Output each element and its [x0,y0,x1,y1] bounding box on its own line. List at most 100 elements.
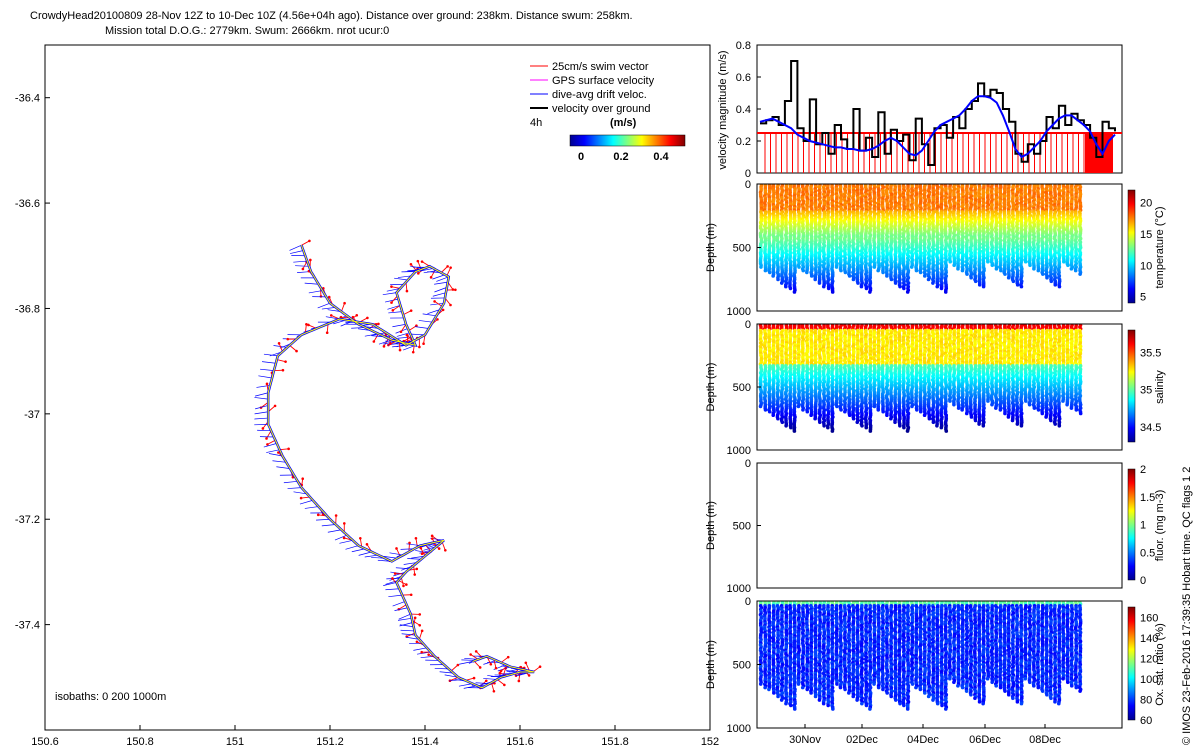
depth-tick-label: 0 [745,179,751,191]
legend-drift-label: dive-avg drift veloc. [552,89,647,101]
data-point [1061,259,1066,264]
data-point [1041,272,1045,276]
swim-vector-head [472,676,476,680]
swim-vector-head [444,548,447,552]
legend-time-label: 4h [530,117,542,129]
data-point [864,286,869,291]
swim-vector-head [478,666,482,669]
colorbar-tick-label: 20 [1140,198,1152,210]
swim-vector-head [409,309,413,312]
data-point [1073,268,1078,273]
swim-vector-head [281,368,285,372]
swim-vector-head [418,623,422,627]
data-point [1066,263,1070,268]
drift-vector [392,323,407,328]
drift-vector [263,353,278,357]
data-point [948,259,953,264]
drift-vector [418,320,433,323]
legend-vog-label: velocity over ground [552,103,650,115]
data-point [759,265,763,269]
data-point [805,270,809,275]
data-point [943,290,948,294]
data-point [868,290,872,294]
swim-vector-head [305,322,308,326]
data-point [990,263,995,268]
data-point [986,259,990,264]
data-point [758,404,763,409]
drift-vector [283,480,298,484]
drift-vector [397,617,412,621]
data-point [885,274,889,278]
data-point [1003,272,1007,276]
data-point [851,277,856,282]
data-point [1011,279,1016,284]
swim-vector-head [437,547,441,550]
drift-vector [317,302,331,309]
swim-vector [402,310,412,316]
data-point [856,281,860,285]
swim-vector [398,579,407,585]
drift-vector [397,275,412,278]
swim-vector-head [295,349,298,353]
drift-vector [308,290,323,294]
track-map-axes: 150.6 150.8 151 151.2 151.4 151.6 151.8 152 -36… [15,44,719,748]
drift-vector [272,460,287,463]
drift-vector [415,550,429,554]
swim-vector-head [484,679,488,683]
swim-vector [340,303,345,312]
swim-vector-head [287,447,290,451]
map-y-tick-label: -37.4 [15,620,40,632]
drift-vector [389,552,404,556]
drift-vector [388,311,403,314]
data-point [767,270,772,275]
drift-vector [287,487,302,489]
colorbar-tick-2: 0.4 [653,151,669,163]
depth-tick-label: 500 [733,243,751,255]
drift-vector [289,250,304,254]
drift-vector [400,629,415,632]
colorbar-tick-label: 5 [1140,292,1146,304]
swim-vector-head [329,314,333,317]
colorbar-tick-label: 15 [1140,229,1152,241]
swim-vector-head [398,348,402,352]
map-x-tick-label: 151 [226,736,244,748]
swim-vector-head [405,583,408,586]
drift-vector [439,671,454,674]
map-frame [44,44,711,731]
swim-vector-head [261,427,265,430]
swim-vector-head [414,536,418,540]
data-point [1028,263,1032,268]
swim-vector [391,295,398,303]
swim-vector-head [339,315,343,319]
drift-vector [351,548,366,553]
swim-vector-head [377,322,380,326]
drift-vector [434,281,448,285]
swim-vector-head [538,665,542,668]
colorbar [1127,189,1136,304]
drift-vector [413,647,427,651]
dive-avg-track-line [266,244,535,690]
data-point [1006,275,1011,280]
drift-vector [463,685,478,689]
data-point [763,408,768,412]
swim-vector-head [498,671,502,675]
drift-vector [276,466,291,469]
drift-vector [430,302,445,306]
swim-vector-head [489,662,493,666]
drift-vector [334,534,348,541]
drift-vector [392,601,406,607]
swim-vector-head [365,543,369,546]
drift-vector [427,309,441,315]
swim-vector [301,240,310,246]
drift-vector [345,545,359,550]
data-point [813,277,818,282]
data-point [893,281,898,285]
swim-vector [373,333,379,342]
swim-vector-head [405,289,409,293]
drift-vector [304,282,319,285]
swim-vector-head [430,534,434,538]
swim-vector-head [409,263,413,266]
data-point [914,268,919,273]
drift-vector [419,268,434,272]
data-point [889,277,894,282]
